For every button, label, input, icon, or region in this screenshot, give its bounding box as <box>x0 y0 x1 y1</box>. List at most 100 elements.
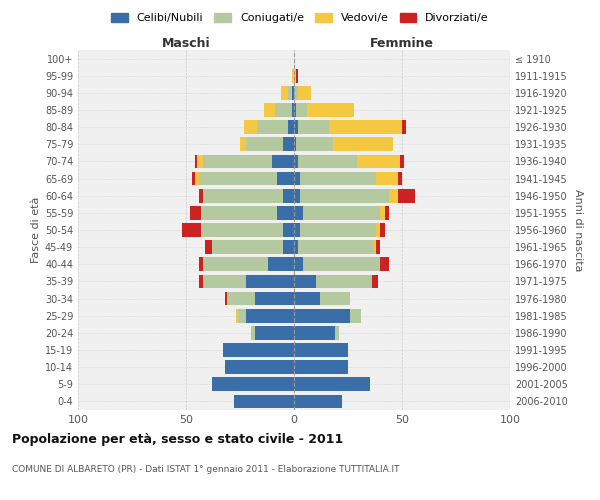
Bar <box>294 378 370 391</box>
Bar <box>277 172 294 185</box>
Text: Maschi: Maschi <box>161 37 211 50</box>
Y-axis label: Anni di nascita: Anni di nascita <box>573 188 583 271</box>
Bar <box>287 86 292 100</box>
Bar <box>400 154 404 168</box>
Bar <box>203 189 283 202</box>
Bar <box>236 309 238 322</box>
Bar <box>402 120 406 134</box>
Bar <box>298 240 374 254</box>
Bar <box>194 154 197 168</box>
Bar <box>244 120 257 134</box>
Bar <box>255 292 294 306</box>
Bar <box>199 258 203 271</box>
Legend: Celibi/Nubili, Coniugati/e, Vedovi/e, Divorziati/e: Celibi/Nubili, Coniugati/e, Vedovi/e, Di… <box>107 8 493 28</box>
Bar <box>294 206 302 220</box>
Bar <box>201 206 277 220</box>
Bar <box>294 172 301 185</box>
Bar <box>296 69 298 82</box>
Bar <box>294 292 320 306</box>
Bar <box>298 86 311 100</box>
Bar <box>333 138 394 151</box>
Y-axis label: Fasce di età: Fasce di età <box>31 197 41 263</box>
Bar <box>294 326 335 340</box>
Bar <box>292 86 294 100</box>
Bar <box>283 138 294 151</box>
Bar <box>251 326 255 340</box>
Bar <box>302 258 380 271</box>
Bar <box>398 172 402 185</box>
Bar <box>298 154 356 168</box>
Text: Popolazione per età, sesso e stato civile - 2011: Popolazione per età, sesso e stato civil… <box>12 432 343 446</box>
Bar <box>227 292 255 306</box>
Bar <box>287 120 294 134</box>
Bar <box>294 86 298 100</box>
Bar <box>294 103 296 117</box>
Bar <box>398 189 415 202</box>
Bar <box>307 103 355 117</box>
Bar <box>247 138 283 151</box>
Bar <box>281 86 287 100</box>
Bar <box>225 292 227 306</box>
Bar <box>257 120 287 134</box>
Bar <box>199 274 203 288</box>
Bar <box>294 138 296 151</box>
Bar <box>294 343 348 357</box>
Bar <box>350 309 361 322</box>
Bar <box>389 189 398 202</box>
Bar <box>294 69 296 82</box>
Bar <box>193 172 194 185</box>
Bar <box>302 206 380 220</box>
Bar <box>294 154 298 168</box>
Bar <box>380 258 389 271</box>
Text: Femmine: Femmine <box>370 37 434 50</box>
Bar <box>264 103 275 117</box>
Bar <box>316 274 372 288</box>
Bar <box>294 258 302 271</box>
Bar <box>212 378 294 391</box>
Bar <box>301 189 389 202</box>
Bar <box>199 189 203 202</box>
Bar <box>199 172 277 185</box>
Bar <box>294 274 316 288</box>
Bar <box>292 103 294 117</box>
Bar <box>277 206 294 220</box>
Bar <box>298 120 329 134</box>
Bar <box>294 223 301 237</box>
Bar <box>335 326 340 340</box>
Bar <box>225 360 294 374</box>
Bar <box>240 138 247 151</box>
Bar <box>301 172 376 185</box>
Bar <box>329 120 402 134</box>
Bar <box>294 309 350 322</box>
Bar <box>203 258 268 271</box>
Bar <box>203 274 247 288</box>
Bar <box>197 154 203 168</box>
Bar <box>201 223 283 237</box>
Text: COMUNE DI ALBARETO (PR) - Dati ISTAT 1° gennaio 2011 - Elaborazione TUTTITALIA.I: COMUNE DI ALBARETO (PR) - Dati ISTAT 1° … <box>12 466 400 474</box>
Bar <box>294 189 301 202</box>
Bar <box>294 360 348 374</box>
Bar <box>380 223 385 237</box>
Bar <box>376 172 398 185</box>
Bar <box>255 326 294 340</box>
Bar <box>233 394 294 408</box>
Bar <box>212 240 283 254</box>
Bar <box>275 103 292 117</box>
Bar <box>296 103 307 117</box>
Bar <box>283 240 294 254</box>
Bar <box>283 223 294 237</box>
Bar <box>356 154 400 168</box>
Bar <box>247 274 294 288</box>
Bar <box>301 223 376 237</box>
Bar <box>294 240 298 254</box>
Bar <box>182 223 201 237</box>
Bar <box>205 240 212 254</box>
Bar <box>268 258 294 271</box>
Bar <box>194 172 199 185</box>
Bar <box>272 154 294 168</box>
Bar <box>190 206 201 220</box>
Bar <box>385 206 389 220</box>
Bar <box>203 154 272 168</box>
Bar <box>380 206 385 220</box>
Bar <box>296 138 333 151</box>
